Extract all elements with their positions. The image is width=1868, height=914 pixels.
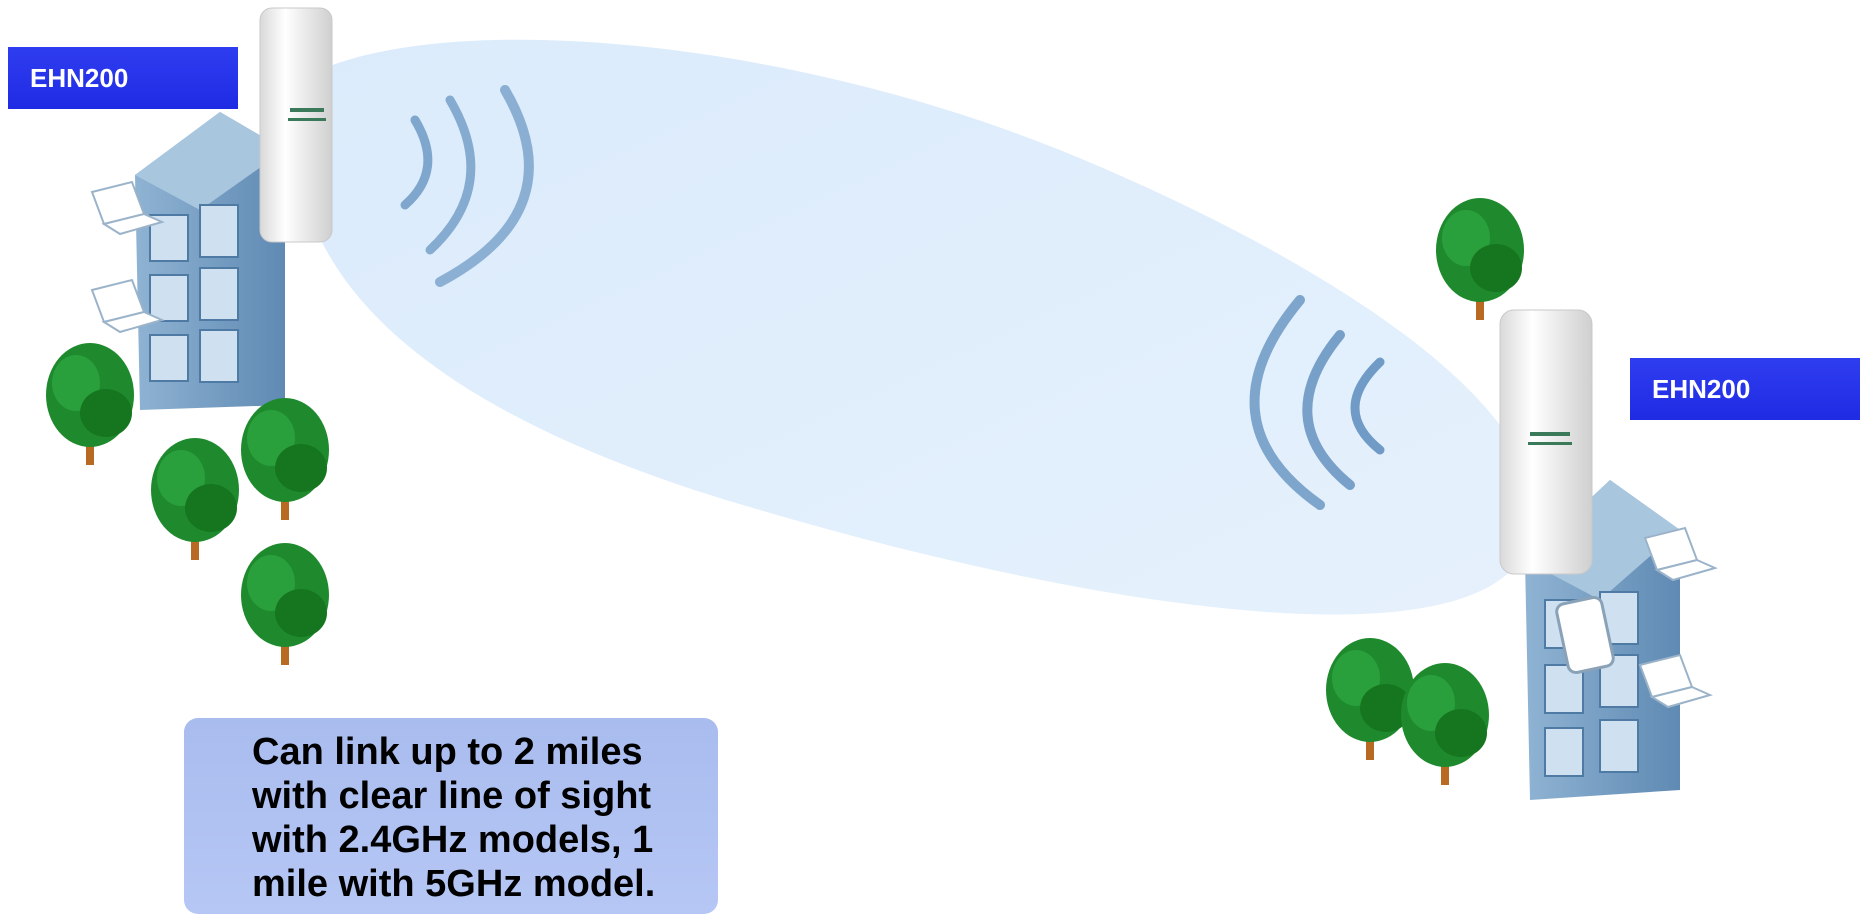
note-line: with clear line of sight: [252, 775, 652, 817]
right-device-label: EHN200: [1630, 358, 1860, 420]
left-access-point: [259, 7, 333, 243]
tree-icon: [241, 398, 329, 520]
signal-waves-left-icon: [400, 85, 534, 287]
link-beam: [295, 39, 1535, 615]
note-line: Can link up to 2 miles: [252, 731, 643, 773]
tree-icon: [1326, 638, 1414, 760]
tree-icon: [1401, 663, 1489, 785]
range-note: Can link up to 2 miles with clear line o…: [184, 718, 718, 914]
note-line: with 2.4GHz models, 1: [252, 819, 654, 861]
note-line: mile with 5GHz model.: [252, 863, 656, 905]
left-device-label: EHN200: [8, 47, 238, 109]
handheld-device-icon: [1555, 595, 1615, 675]
tree-icon: [151, 438, 239, 560]
left-building: [135, 112, 285, 410]
signal-waves-right-icon: [1249, 295, 1385, 510]
tree-icon: [1436, 198, 1524, 320]
tree-icon: [46, 343, 134, 465]
tree-icon: [241, 543, 329, 665]
right-access-point: [1499, 309, 1593, 575]
